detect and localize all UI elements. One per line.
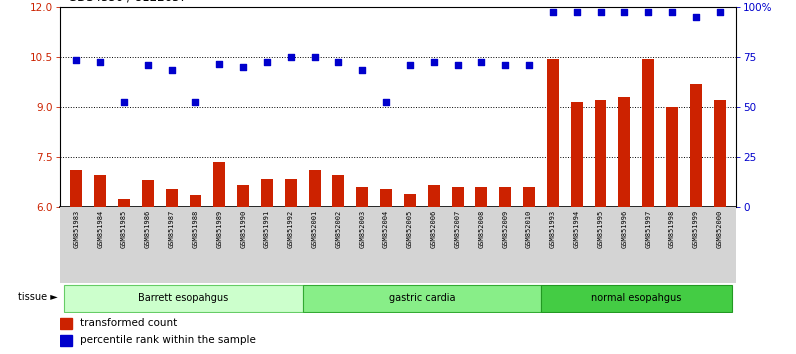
Point [189,99,202,105]
Text: GSM851994: GSM851994 [574,209,579,248]
Point [308,54,321,60]
Point [713,9,726,15]
Point [665,9,678,15]
Point [213,61,226,67]
Text: percentile rank within the sample: percentile rank within the sample [80,336,256,346]
Text: GSM852002: GSM852002 [335,209,341,248]
FancyBboxPatch shape [64,285,302,312]
Text: GSM851993: GSM851993 [550,209,556,248]
Bar [213,162,225,207]
Bar [333,176,345,207]
FancyBboxPatch shape [541,285,732,312]
Point [499,63,512,68]
Bar [189,195,201,207]
Point [404,63,416,68]
Bar [642,59,654,207]
Point [642,9,654,15]
Text: GSM851989: GSM851989 [217,209,222,248]
Point [118,99,131,105]
Text: GSM851983: GSM851983 [73,209,80,248]
Text: GSM852005: GSM852005 [407,209,413,248]
Point [547,9,560,15]
Point [166,68,178,73]
Bar [475,187,487,207]
Text: GSM851990: GSM851990 [240,209,246,248]
Text: GSM852010: GSM852010 [526,209,532,248]
Bar [499,187,511,207]
Bar [60,335,72,346]
Text: GSM851992: GSM851992 [288,209,294,248]
Text: GSM851986: GSM851986 [145,209,151,248]
Point [260,59,273,65]
Bar [571,102,583,207]
Point [451,63,464,68]
Text: GDS4350 / 8122637: GDS4350 / 8122637 [68,0,186,4]
Point [332,59,345,65]
Point [475,59,488,65]
Bar [427,185,439,207]
Point [689,14,702,20]
Text: gastric cardia: gastric cardia [388,293,455,303]
Text: GSM851987: GSM851987 [169,209,174,248]
Point [594,9,607,15]
Text: GSM852001: GSM852001 [311,209,318,248]
Point [142,63,154,68]
Bar [714,101,726,207]
FancyBboxPatch shape [302,285,541,312]
Text: GSM851988: GSM851988 [193,209,198,248]
Bar [451,187,463,207]
Text: GSM851991: GSM851991 [264,209,270,248]
Text: transformed count: transformed count [80,318,177,328]
Bar [309,170,321,207]
Text: GSM851996: GSM851996 [622,209,627,248]
Point [70,58,83,63]
Point [236,64,249,70]
Point [618,9,630,15]
Bar [285,179,297,207]
Bar [166,189,178,207]
Point [356,68,369,73]
Text: GSM852003: GSM852003 [359,209,365,248]
Bar [70,170,82,207]
Point [523,63,536,68]
Point [94,59,107,65]
Bar [357,187,369,207]
Point [427,59,440,65]
Text: GSM851998: GSM851998 [669,209,675,248]
Text: normal esopahgus: normal esopahgus [591,293,681,303]
Bar [142,181,154,207]
Bar [690,84,702,207]
Text: GSM852004: GSM852004 [383,209,389,248]
Bar [547,59,559,207]
Text: GSM851995: GSM851995 [598,209,603,248]
Bar [523,187,535,207]
Bar [404,194,416,207]
Text: GSM852009: GSM852009 [502,209,508,248]
Bar [237,185,249,207]
Text: GSM851997: GSM851997 [645,209,651,248]
Bar [666,107,678,207]
Text: GSM851999: GSM851999 [693,209,699,248]
Bar [94,176,106,207]
Bar [118,199,130,207]
Point [380,99,392,105]
Text: Barrett esopahgus: Barrett esopahgus [139,293,228,303]
Text: GSM852006: GSM852006 [431,209,437,248]
Text: GSM852007: GSM852007 [455,209,461,248]
Bar [380,189,392,207]
Text: GSM852000: GSM852000 [716,209,723,248]
Bar [618,97,630,207]
Bar [60,318,72,329]
Text: GSM851984: GSM851984 [97,209,103,248]
Bar [595,101,607,207]
Point [284,54,297,60]
Text: GSM852008: GSM852008 [478,209,485,248]
Point [570,9,583,15]
Bar [261,179,273,207]
Text: tissue ►: tissue ► [18,292,57,302]
Text: GSM851985: GSM851985 [121,209,127,248]
